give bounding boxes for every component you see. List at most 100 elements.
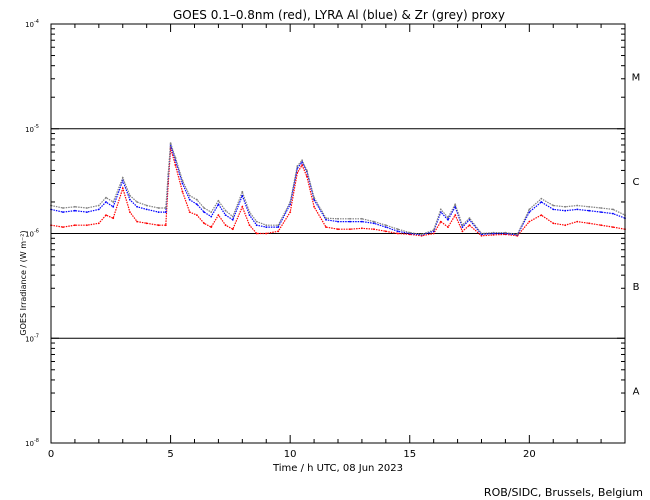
series-2-point bbox=[86, 207, 88, 209]
series-0-point bbox=[164, 224, 167, 227]
series-2-point bbox=[97, 204, 100, 207]
series-2-point bbox=[504, 231, 507, 234]
series-1-point bbox=[447, 218, 449, 221]
series-2-point bbox=[564, 205, 567, 208]
series-0-point bbox=[447, 226, 449, 229]
series-2-point bbox=[306, 169, 308, 172]
series-2-point bbox=[145, 204, 148, 207]
x-tick-label: 10 bbox=[284, 449, 297, 460]
y-tick-label: 10-8 bbox=[25, 438, 39, 448]
series-0-point bbox=[337, 228, 339, 231]
series-0-point bbox=[248, 224, 251, 227]
series-0-point bbox=[105, 214, 107, 217]
series-1-point bbox=[74, 209, 76, 212]
series-2-point bbox=[255, 220, 258, 223]
series-2-point bbox=[337, 217, 339, 220]
series-2-point bbox=[588, 205, 590, 208]
y-tick-label: 10-5 bbox=[25, 124, 39, 134]
series-0-point bbox=[203, 222, 206, 225]
series-2-point bbox=[62, 207, 64, 209]
series-2-point bbox=[447, 216, 449, 219]
series-1-point bbox=[528, 211, 531, 214]
series-0-point bbox=[576, 220, 579, 223]
series-1-point bbox=[241, 194, 244, 197]
series-2-point bbox=[203, 207, 206, 209]
y-axis-label: GOES Irradiance / (W m⁻²) bbox=[19, 230, 28, 335]
series-0-point bbox=[384, 230, 387, 233]
x-tick-label: 5 bbox=[167, 449, 173, 460]
series-2-point bbox=[576, 204, 579, 207]
series-1-point bbox=[136, 205, 139, 208]
x-tick-label: 20 bbox=[523, 449, 536, 460]
series-0-point bbox=[301, 164, 303, 167]
series-1-point bbox=[181, 182, 184, 185]
series-1-point bbox=[86, 211, 88, 214]
series-2-point bbox=[121, 176, 124, 179]
series-1-point bbox=[540, 201, 543, 203]
series-0-point bbox=[74, 224, 76, 227]
series-0-point bbox=[112, 217, 115, 220]
series-line-2 bbox=[50, 142, 626, 236]
series-1-point bbox=[337, 220, 339, 223]
series-1-point bbox=[62, 211, 64, 214]
y-tick-label: 10-6 bbox=[25, 229, 39, 239]
series-0-point bbox=[468, 224, 471, 227]
series-1-point bbox=[217, 203, 220, 206]
series-2-point bbox=[241, 190, 244, 193]
flare-class-label: M bbox=[632, 72, 641, 83]
series-0-point bbox=[181, 190, 184, 193]
series-line-1 bbox=[50, 144, 626, 236]
series-0-point bbox=[86, 224, 88, 227]
series-0-point bbox=[564, 224, 567, 227]
series-0-point bbox=[480, 234, 483, 237]
series-1-point bbox=[289, 203, 292, 206]
series-1-point bbox=[210, 215, 213, 218]
series-0-point bbox=[241, 205, 244, 208]
series-1-point bbox=[105, 201, 107, 203]
series-2-point bbox=[396, 228, 399, 231]
series-2-point bbox=[129, 194, 131, 197]
series-0-point bbox=[136, 220, 139, 223]
series-1-point bbox=[396, 230, 399, 233]
series-0-point bbox=[97, 222, 100, 225]
series-0-point bbox=[600, 224, 602, 227]
series-1-point bbox=[188, 198, 191, 201]
series-1-point bbox=[349, 220, 351, 223]
series-2-point bbox=[408, 231, 411, 234]
series-2-point bbox=[480, 232, 483, 235]
series-2-point bbox=[301, 159, 303, 162]
series-2-point bbox=[248, 211, 251, 214]
series-0-point bbox=[255, 232, 258, 235]
series-2-point bbox=[181, 179, 184, 182]
series-2-point bbox=[468, 217, 471, 220]
series-2-point bbox=[105, 196, 107, 199]
chart-title: GOES 0.1–0.8nm (red), LYRA Al (blue) & Z… bbox=[173, 8, 505, 22]
series-0-point bbox=[492, 234, 495, 236]
series-2-point bbox=[492, 231, 495, 234]
series-1-point bbox=[361, 220, 363, 223]
axes-layer: 0 5 10 15 20 10-4 10-5 10-6 10-7 10-8 M C B A bbox=[25, 19, 640, 460]
series-1-point bbox=[97, 208, 100, 211]
series-2-point bbox=[454, 203, 457, 206]
series-2-point bbox=[217, 199, 220, 202]
series-2-point bbox=[432, 229, 435, 231]
series-0-point bbox=[454, 214, 457, 217]
series-0-point bbox=[129, 211, 131, 214]
series-1-point bbox=[248, 214, 251, 217]
flare-class-label: B bbox=[633, 282, 640, 293]
series-1-point bbox=[576, 208, 579, 211]
series-0-point bbox=[528, 220, 531, 223]
credit-text: ROB/SIDC, Brussels, Belgium bbox=[484, 486, 643, 499]
series-2-point bbox=[277, 224, 280, 227]
series-1-point bbox=[164, 211, 167, 214]
series-2-point bbox=[540, 197, 543, 200]
series-0-point bbox=[361, 227, 363, 230]
series-2-point bbox=[528, 208, 531, 211]
series-0-point bbox=[157, 224, 160, 227]
series-1-point bbox=[325, 218, 327, 221]
series-1-point bbox=[600, 211, 602, 214]
series-0-point bbox=[196, 214, 198, 217]
series-2-point bbox=[196, 198, 198, 201]
series-1-point bbox=[157, 211, 160, 214]
